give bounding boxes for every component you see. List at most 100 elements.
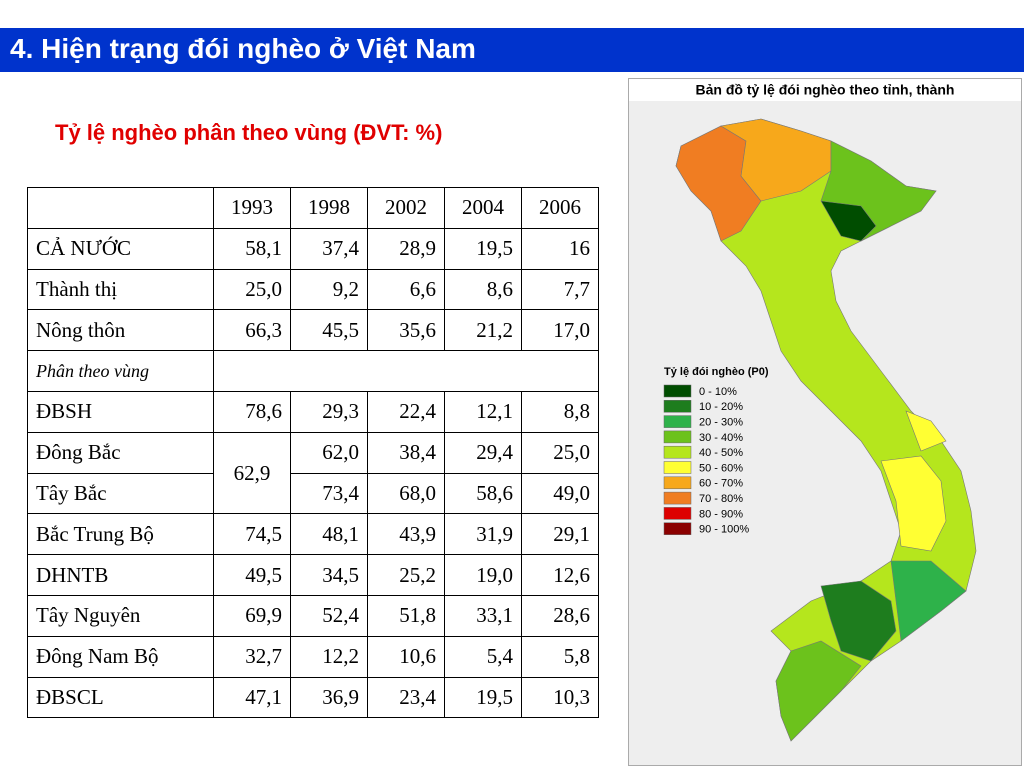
cell: 73,4 — [290, 472, 368, 515]
legend-swatch — [663, 415, 692, 428]
cell: 52,4 — [290, 594, 368, 637]
cell: 29,4 — [444, 431, 522, 474]
legend-label: 10 - 20% — [699, 401, 743, 413]
legend-swatch — [663, 400, 692, 413]
cell: 16 — [521, 227, 599, 270]
legend-label: 0 - 10% — [699, 386, 737, 398]
row-label: Tây Nguyên — [27, 594, 214, 637]
legend-label: 90 - 100% — [699, 524, 749, 536]
table-row: Đông Bắc 62,9 62,0 38,4 29,4 25,0 — [27, 431, 599, 515]
cell: 58,1 — [213, 227, 291, 270]
row-label: DHNTB — [27, 554, 214, 596]
corner-cell — [27, 187, 214, 229]
cell: 78,6 — [213, 390, 291, 433]
cell: 7,7 — [521, 268, 599, 311]
legend-swatch — [663, 507, 692, 520]
cell: 28,6 — [521, 594, 599, 637]
cell: 68,0 — [367, 472, 445, 515]
cell: 19,0 — [444, 554, 522, 596]
map-title-bg — [629, 79, 1021, 101]
row-label: Thành thị — [27, 268, 214, 311]
cell: 31,9 — [444, 513, 522, 556]
row-label: Phân theo vùng — [27, 350, 214, 392]
cell: 5,8 — [521, 635, 599, 678]
table-row: CẢ NƯỚC 58,1 37,4 28,9 19,5 16 — [27, 227, 599, 270]
row-label: ĐBSCL — [27, 676, 214, 719]
row-label: ĐBSH — [27, 390, 214, 433]
region — [820, 580, 897, 662]
map-title: Bản đồ tỷ lệ đói nghèo theo tỉnh, thành — [696, 82, 955, 98]
cell: 25,0 — [213, 268, 291, 311]
cell: 28,9 — [367, 227, 445, 270]
title-bar — [0, 28, 1024, 72]
legend-label: 60 - 70% — [699, 478, 743, 490]
legend-swatch — [663, 522, 692, 535]
row-label: Nông thôn — [27, 309, 214, 352]
slide-title: 4. Hiện trạng đói nghèo ở Việt Nam — [10, 33, 476, 64]
legend-swatch — [663, 476, 692, 490]
legend-label: 50 - 60% — [699, 462, 743, 474]
table-row: ĐBSCL 47,1 36,9 23,4 19,5 10,3 — [27, 676, 599, 719]
header-row: 1993 1998 2002 2004 2006 — [27, 187, 599, 229]
cell: 58,6 — [444, 472, 522, 515]
legend-swatch — [663, 384, 692, 398]
row-label: Bắc Trung Bộ — [27, 513, 214, 556]
cell: 29,1 — [521, 513, 599, 556]
table-row: Phân theo vùng — [27, 350, 599, 392]
vietnam-map — [675, 118, 977, 742]
legend-swatch — [663, 461, 692, 474]
legend-label: 40 - 50% — [699, 447, 743, 459]
cell: 36,9 — [290, 676, 368, 719]
table-row: Nông thôn 66,3 45,5 35,6 21,2 17,0 — [27, 309, 599, 352]
cell: 23,4 — [367, 676, 445, 719]
cell: 43,9 — [367, 513, 445, 556]
cell: 12,6 — [521, 554, 599, 596]
cell: 17,0 — [521, 309, 599, 352]
cell: 35,6 — [367, 309, 445, 352]
cell: 10,6 — [367, 635, 445, 678]
column-header: 2004 — [444, 187, 522, 229]
cell: 29,3 — [290, 390, 368, 433]
cell: 12,2 — [290, 635, 368, 678]
region — [775, 640, 862, 742]
cell: 37,4 — [290, 227, 368, 270]
legend-label: 20 - 30% — [699, 417, 743, 429]
cell: 33,1 — [444, 594, 522, 637]
column-header: 1993 — [213, 187, 291, 229]
cell: 19,5 — [444, 227, 522, 270]
cell: 51,8 — [367, 594, 445, 637]
cell: 62,0 — [290, 431, 368, 474]
legend-label: 30 - 40% — [699, 432, 743, 444]
column-header: 2006 — [521, 187, 599, 229]
row-label: Đông Nam Bộ — [27, 635, 214, 678]
cell: 62,9 — [213, 431, 291, 515]
map: Bản đồ tỷ lệ đói nghèo theo tỉnh, thành … — [629, 79, 1021, 742]
column-header: 1998 — [290, 187, 368, 229]
cell: 38,4 — [367, 431, 445, 474]
cell: 10,3 — [521, 676, 599, 719]
cell: 21,2 — [444, 309, 522, 352]
region — [905, 410, 947, 452]
cell: 8,8 — [521, 390, 599, 433]
cell: 25,2 — [367, 554, 445, 596]
table-row: Tây Bắc 73,4 68,0 58,6 49,0 — [27, 472, 599, 515]
table-row: Tây Nguyên 69,9 52,4 51,8 33,1 28,6 — [27, 594, 599, 637]
cell: 22,4 — [367, 390, 445, 433]
table-row: DHNTB 49,5 34,5 25,2 19,0 12,6 — [27, 554, 599, 596]
legend-label: 80 - 90% — [699, 508, 743, 520]
table-row: Đông Nam Bộ 32,7 12,2 10,6 5,4 5,8 — [27, 635, 599, 678]
cell: 69,9 — [213, 594, 291, 637]
table-caption: Tỷ lệ nghèo phân theo vùng (ĐVT: %) — [55, 120, 443, 145]
table-row: ĐBSH 78,6 29,3 22,4 12,1 8,8 — [27, 390, 599, 433]
legend: 0 - 10% 10 - 20% 20 - 30% 30 - 40% 40 - 50% 5… — [663, 384, 749, 536]
region — [890, 560, 967, 642]
legend-swatch — [663, 430, 692, 444]
cell: 48,1 — [290, 513, 368, 556]
legend-title: Tỷ lệ đói nghèo (P0) — [664, 366, 769, 378]
cell: 8,6 — [444, 268, 522, 311]
cell: 19,5 — [444, 676, 522, 719]
cell: 49,5 — [213, 554, 291, 596]
row-label: Tây Bắc — [27, 472, 214, 515]
cell: 5,4 — [444, 635, 522, 678]
